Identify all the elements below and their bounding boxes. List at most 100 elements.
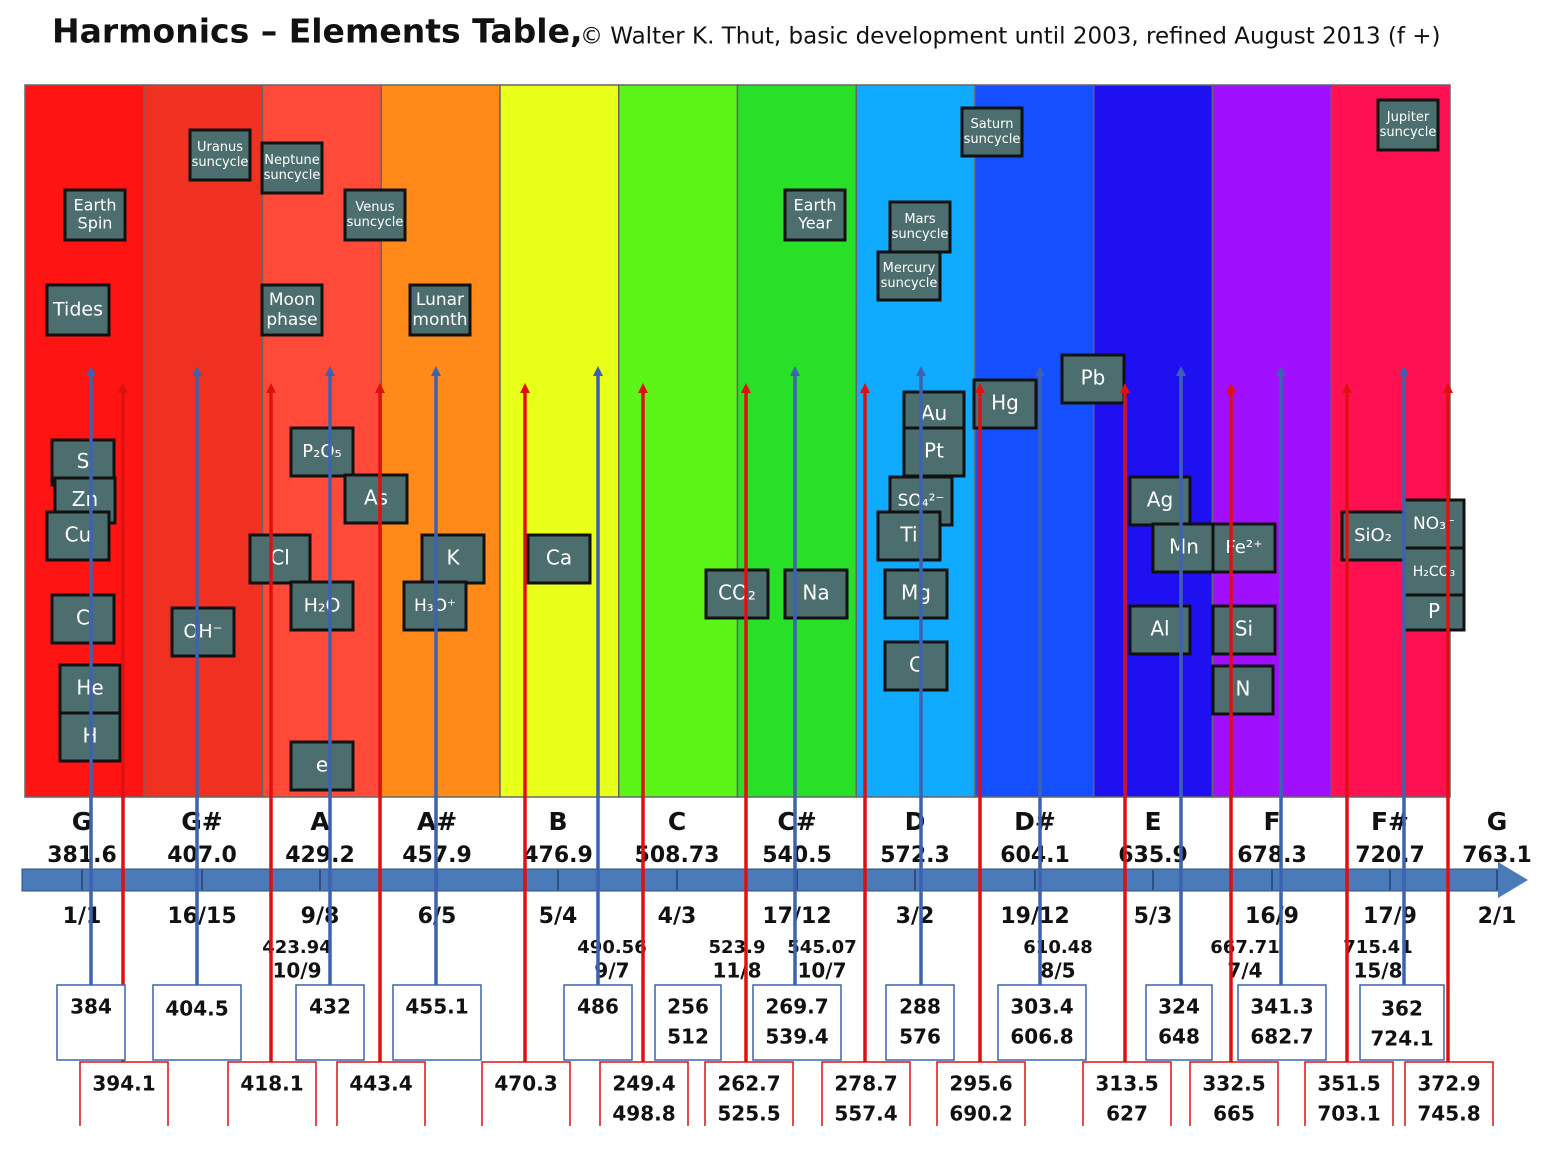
element-label: Saturn [971,117,1014,132]
note-ratio: 5/4 [539,904,578,929]
blue-value: 256 [667,995,709,1019]
red-value: 394.1 [92,1072,155,1096]
element-box [248,533,312,585]
interval-frequency: 545.07 [787,937,856,958]
red-value: 332.5 [1202,1072,1265,1096]
red-value: 665 [1213,1102,1255,1126]
element-label: Moon [269,290,315,310]
color-band [1093,84,1214,798]
red-value: 443.4 [349,1072,412,1096]
red-value: 557.4 [834,1102,897,1126]
red-arrow-head [1120,383,1130,393]
note-ratio: 17/9 [1363,904,1417,929]
element-label: Ag [1147,488,1173,512]
element-box [260,141,324,195]
axis-bar [21,868,1501,892]
note-ratio: 16/15 [167,904,236,929]
note-ratio: 4/3 [658,904,697,929]
note-frequency: 635.9 [1118,843,1188,868]
red-value-box [1304,1061,1394,1126]
note-frequency: 429.2 [285,843,355,868]
red-value-box [599,1061,689,1126]
element-box [45,510,111,562]
interval-frequency: 667.71 [1210,937,1279,958]
note-ratio: 16/9 [1245,904,1299,929]
note-frequency: 720.7 [1355,843,1425,868]
red-arrow-head [266,383,276,393]
interval-frequency: 523.9 [709,937,766,958]
blue-value: 512 [667,1025,709,1049]
note-name: A [310,807,330,836]
interval-frequency: 423.94 [262,937,331,958]
element-label: SiO₂ [1354,525,1392,546]
blue-value: 362 [1381,997,1423,1021]
red-arrow-head [118,383,128,393]
blue-value-box [295,984,365,1061]
interval-ratio: 15/8 [1353,959,1402,983]
blue-value: 269.7 [765,995,828,1019]
element-box [408,283,472,337]
element-box [289,740,355,792]
element-label: Al [1150,617,1169,641]
red-value: 295.6 [949,1072,1012,1096]
element-label: Jupiter [1386,110,1430,125]
element-label: OH⁻ [183,621,222,643]
color-band [1330,84,1451,798]
note-frequency: 540.5 [762,843,832,868]
element-box [1211,522,1277,574]
blue-value: 303.4 [1010,995,1073,1019]
element-box [420,533,486,585]
element-label: suncycle [964,132,1021,147]
element-label: NO₃⁻ [1413,514,1455,534]
blue-value-box [1359,984,1445,1061]
color-band [499,84,620,798]
element-label: suncycle [1380,125,1437,140]
blue-value: 455.1 [405,995,468,1019]
element-box [883,568,949,620]
element-label: Pt [924,439,944,463]
element-label: Earth [74,195,117,214]
note-frequency: 476.9 [523,843,593,868]
subtitle: © Walter K. Thut, basic development unti… [580,24,1441,50]
red-arrow-head [1342,383,1352,393]
note-name: D# [1014,807,1056,836]
red-value-box [1404,1061,1494,1126]
element-label: Na [802,581,829,605]
note-frequency: 508.73 [635,843,720,868]
color-band [618,84,739,798]
element-box [170,606,236,658]
element-box [972,378,1038,430]
element-label: suncycle [347,215,404,230]
interval-frequency: 490.56 [577,937,646,958]
element-label: CO₂ [718,581,756,605]
element-label: Fe²⁺ [1225,537,1262,558]
red-arrow-head [741,383,751,393]
element-box [289,426,355,478]
blue-value-box [392,984,482,1061]
element-label: Uranus [197,140,243,155]
element-label: phase [266,310,317,330]
blue-value: 404.5 [165,997,228,1021]
title: Harmonics – Elements Table, [52,12,582,51]
red-arrow-head [375,383,385,393]
element-label: Spin [78,214,113,233]
note-name: G [72,807,93,836]
element-label: Pb [1081,366,1106,390]
note-ratio: 3/2 [896,904,935,929]
blue-value: 341.3 [1250,995,1313,1019]
red-value: 703.1 [1317,1102,1380,1126]
element-label: Ca [546,546,572,570]
interval-ratio: 8/5 [1040,959,1075,983]
blue-value: 724.1 [1370,1027,1433,1051]
note-frequency: 572.3 [880,843,950,868]
element-label: H₂CO₃ [1413,564,1456,580]
element-box [902,426,966,478]
blue-value: 539.4 [765,1025,828,1049]
red-value-box [821,1061,911,1126]
element-label: Mn [1169,535,1199,559]
interval-ratio: 10/9 [272,959,321,983]
element-box [960,106,1024,158]
note-frequency: 407.0 [167,843,237,868]
blue-value: 288 [899,995,941,1019]
